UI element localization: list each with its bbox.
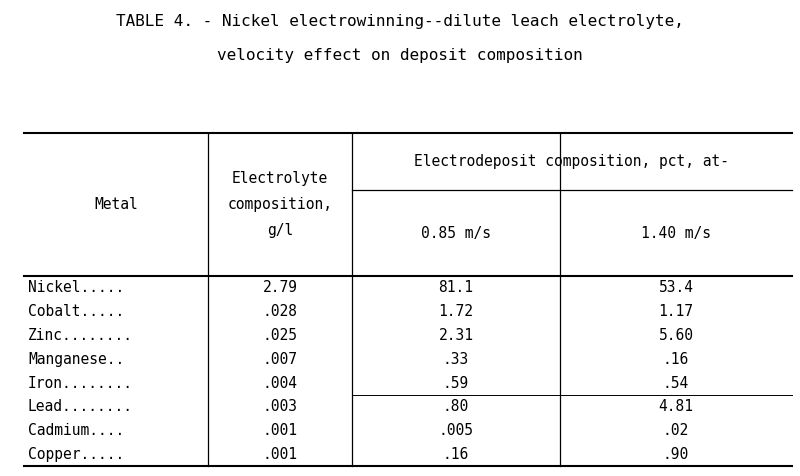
Text: Manganese..: Manganese.. — [28, 352, 124, 367]
Text: .001: .001 — [262, 423, 298, 438]
Text: .90: .90 — [663, 447, 689, 462]
Text: .005: .005 — [438, 423, 474, 438]
Text: 1.40 m/s: 1.40 m/s — [641, 226, 711, 241]
Text: .16: .16 — [663, 352, 689, 367]
Text: .16: .16 — [443, 447, 469, 462]
Text: Electrolyte: Electrolyte — [232, 171, 328, 186]
Text: 4.81: 4.81 — [658, 399, 694, 415]
Text: .004: .004 — [262, 376, 298, 391]
Text: Iron........: Iron........ — [28, 376, 133, 391]
Text: .33: .33 — [443, 352, 469, 367]
Text: 1.17: 1.17 — [658, 304, 694, 319]
Text: 2.31: 2.31 — [438, 328, 474, 343]
Text: TABLE 4. - Nickel electrowinning--dilute leach electrolyte,: TABLE 4. - Nickel electrowinning--dilute… — [116, 14, 684, 30]
Text: .80: .80 — [443, 399, 469, 415]
Text: g/l: g/l — [267, 223, 293, 238]
Text: .001: .001 — [262, 447, 298, 462]
Text: .025: .025 — [262, 328, 298, 343]
Text: Cobalt.....: Cobalt..... — [28, 304, 124, 319]
Text: .02: .02 — [663, 423, 689, 438]
Text: composition,: composition, — [227, 197, 333, 212]
Text: Zinc........: Zinc........ — [28, 328, 133, 343]
Text: .028: .028 — [262, 304, 298, 319]
Text: .003: .003 — [262, 399, 298, 415]
Text: 0.85 m/s: 0.85 m/s — [421, 226, 491, 241]
Text: 2.79: 2.79 — [262, 280, 298, 296]
Text: Lead........: Lead........ — [28, 399, 133, 415]
Text: Nickel.....: Nickel..... — [28, 280, 124, 296]
Text: Metal: Metal — [94, 197, 138, 212]
Text: 1.72: 1.72 — [438, 304, 474, 319]
Text: Electrodeposit composition, pct, at-: Electrodeposit composition, pct, at- — [414, 154, 730, 169]
Text: .54: .54 — [663, 376, 689, 391]
Text: .007: .007 — [262, 352, 298, 367]
Text: Cadmium....: Cadmium.... — [28, 423, 124, 438]
Text: velocity effect on deposit composition: velocity effect on deposit composition — [217, 48, 583, 63]
Text: .59: .59 — [443, 376, 469, 391]
Text: 53.4: 53.4 — [658, 280, 694, 296]
Text: 81.1: 81.1 — [438, 280, 474, 296]
Text: 5.60: 5.60 — [658, 328, 694, 343]
Text: Copper.....: Copper..... — [28, 447, 124, 462]
